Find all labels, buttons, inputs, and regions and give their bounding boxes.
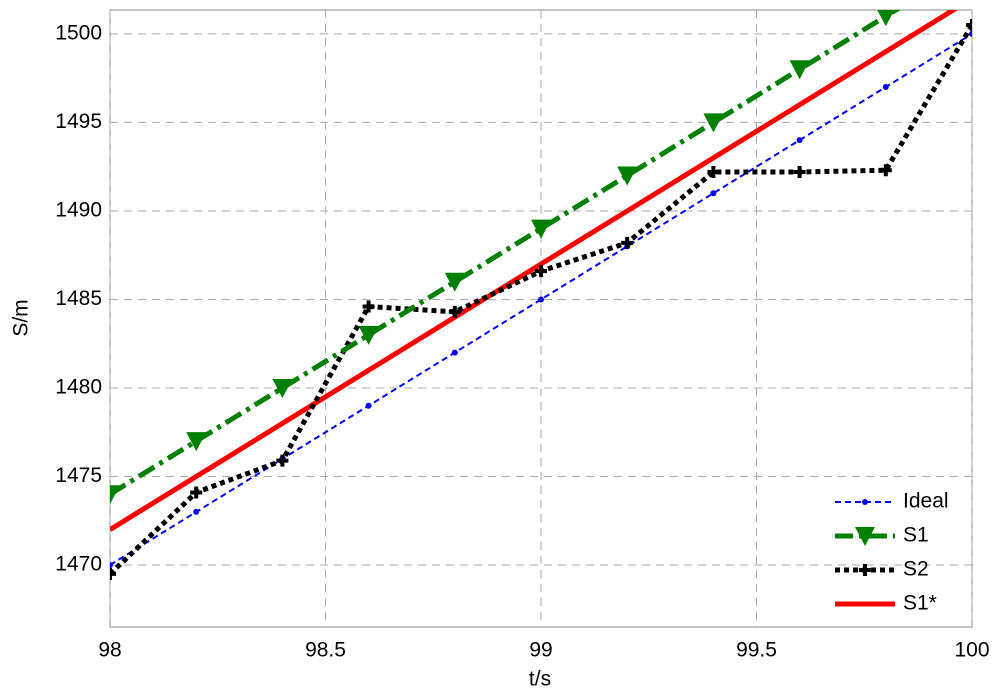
legend-label: S2 [903,558,929,581]
marker [276,454,289,467]
marker [186,432,207,452]
marker [966,19,972,32]
marker [707,165,720,178]
y-tick-label: 1470 [55,553,102,576]
series-line [110,10,901,497]
y-tick-label: 1495 [55,110,102,133]
y-tick-label: 1485 [55,287,102,310]
marker [110,567,116,580]
legend-label: S1 [903,524,929,547]
grid [109,10,973,627]
x-tick-label: 100 [954,639,989,662]
marker [535,265,547,278]
marker [272,378,293,398]
marker [793,165,806,178]
marker [969,30,972,37]
series-line [110,10,959,532]
marker [362,300,375,313]
marker [190,486,203,499]
marker [110,562,113,569]
marker [862,499,868,505]
marker [617,166,638,186]
x-axis-label: t/s [529,668,551,691]
legend-label: S1* [903,592,937,615]
marker [859,564,871,576]
marker [621,236,634,249]
marker [444,272,465,292]
marker [110,485,120,505]
marker [710,190,717,197]
y-tick-label: 1475 [55,464,102,487]
marker [796,137,803,144]
marker [703,113,724,133]
legend-label: Ideal [903,490,949,513]
y-tick-label: 1500 [55,21,102,44]
x-tick-label: 98.5 [305,639,346,662]
marker [789,60,810,80]
plot [110,10,972,580]
marker [448,305,461,318]
marker [879,164,892,177]
marker [882,84,889,91]
marker [358,325,379,345]
x-tick-label: 99 [529,639,552,662]
marker [531,219,551,239]
marker [877,10,895,27]
marker [451,349,458,356]
y-axis-label: S/m [10,299,33,336]
marker [855,527,875,546]
y-tick-label: 1490 [55,198,102,221]
marker [365,402,372,409]
series-line [110,33,972,566]
y-tick-label: 1480 [55,376,102,399]
legend: Ideal S1 S2 S1* [835,490,949,615]
marker [538,296,544,303]
marker [193,508,200,515]
x-tick-label: 99.5 [736,639,777,662]
x-tick-label: 98 [98,639,121,662]
